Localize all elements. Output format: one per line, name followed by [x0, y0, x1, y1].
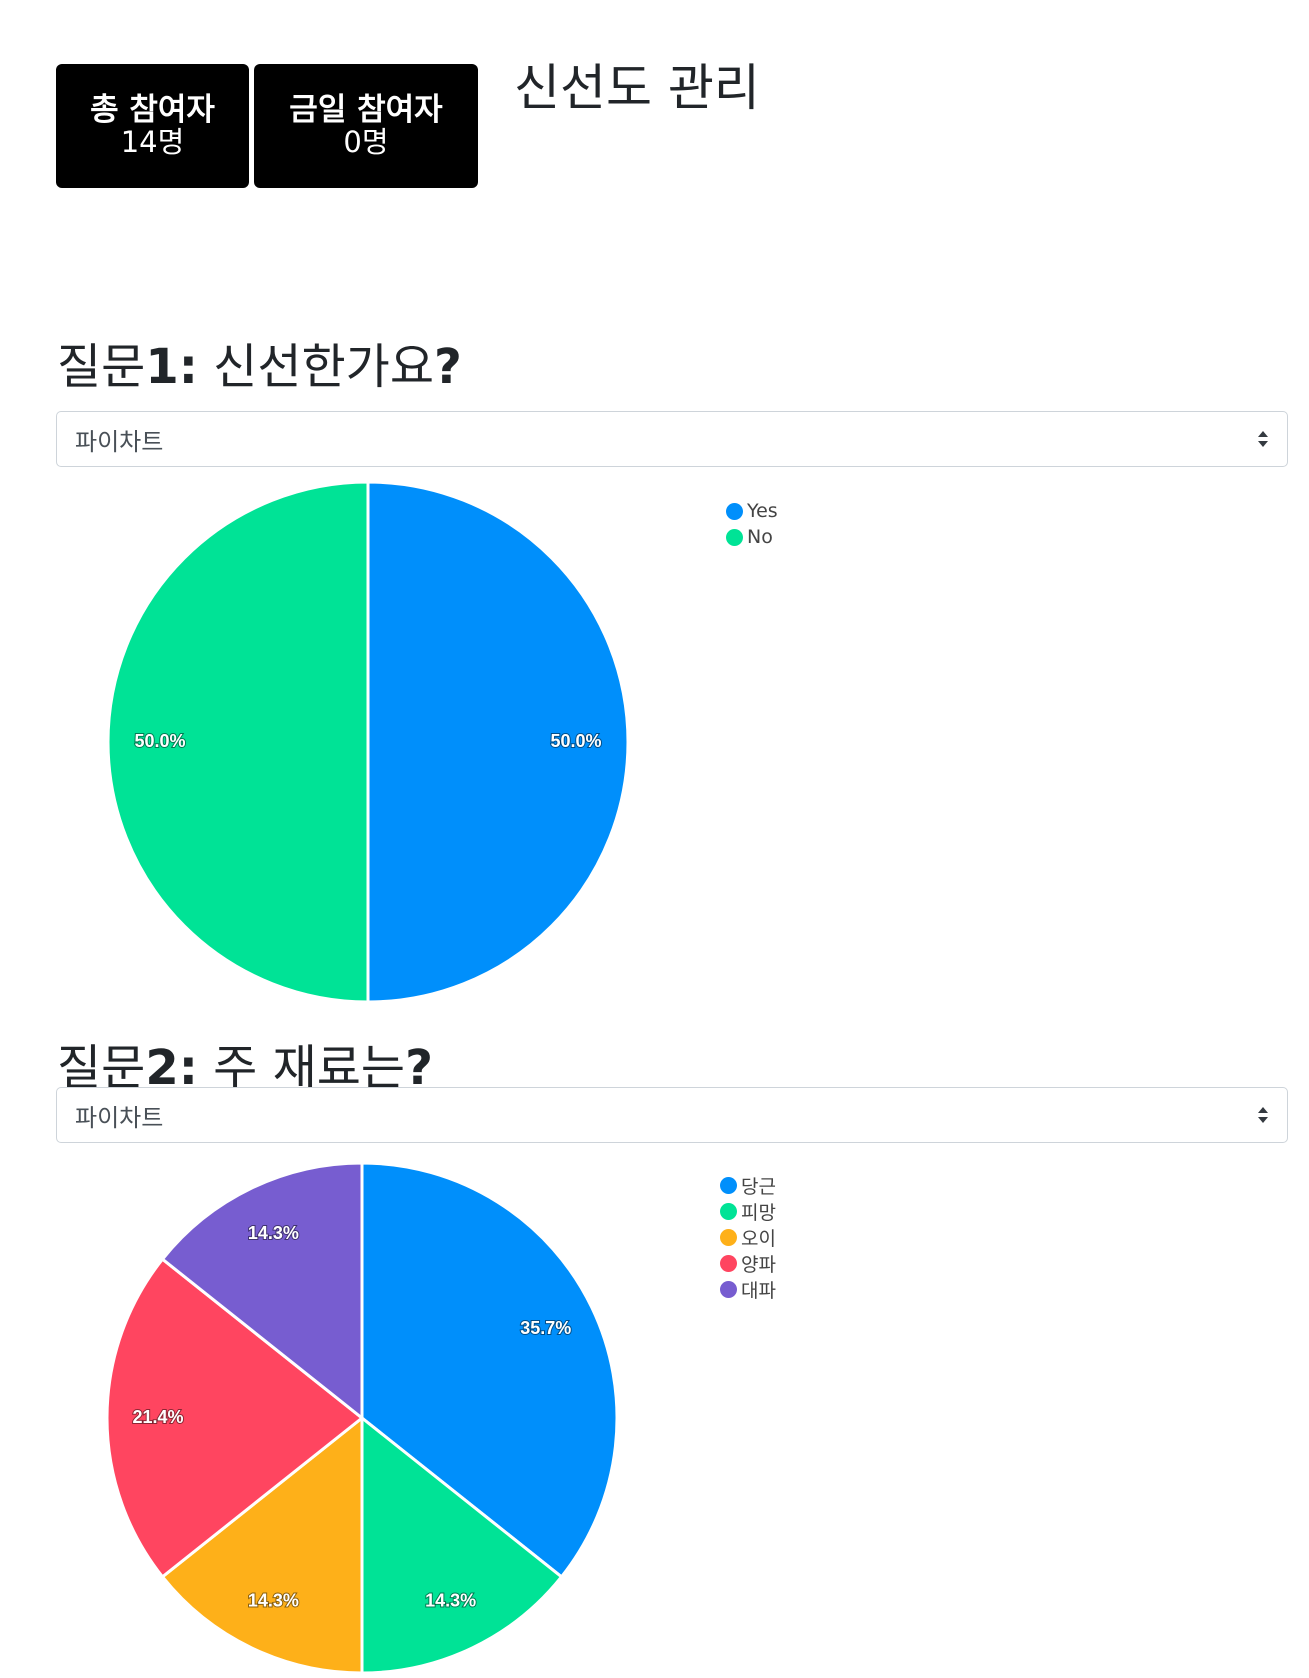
- legend-item[interactable]: 양파: [720, 1250, 776, 1276]
- circle-marker-icon: [720, 1254, 737, 1272]
- question-1-chart-type-select[interactable]: 파이차트: [56, 411, 1288, 467]
- question-2-mark: ?: [405, 1040, 433, 1096]
- circle-marker-icon: [726, 528, 743, 546]
- question-2-title: 질문2: 주 재료는?: [57, 1038, 433, 1098]
- question-2-pie-chart: 35.7% 14.3% 14.3% 21.4% 14.3%: [105, 1161, 619, 1675]
- pie-data-label-2-1: 35.7%: [520, 1318, 571, 1338]
- pie-data-label-1-1: 50.0%: [550, 731, 601, 751]
- legend-item[interactable]: No: [726, 524, 778, 550]
- question-1-title: 질문1: 신선한가요?: [57, 337, 462, 397]
- question-1-chart-type-value: 파이차트: [75, 427, 164, 456]
- pie-data-label-2-2: 14.3%: [425, 1591, 476, 1611]
- question-1-mark: ?: [433, 339, 462, 395]
- question-2-text: 주 재료는: [197, 1040, 406, 1096]
- legend-label: No: [747, 526, 773, 548]
- circle-marker-icon: [726, 502, 743, 520]
- pie-slice-2-5[interactable]: [160, 1161, 364, 1422]
- total-participants-card: 총 참여자 14명: [56, 64, 249, 188]
- page-title: 신선도 관리: [514, 59, 760, 117]
- question-1-prefix: 질문: [57, 339, 146, 395]
- pie-data-label-1-2: 50.0%: [134, 731, 185, 751]
- legend-item[interactable]: 오이: [720, 1224, 776, 1250]
- pie-slice-1-2[interactable]: [106, 482, 370, 1002]
- legend-item[interactable]: 당근: [720, 1172, 776, 1198]
- question-1-number: 1:: [145, 339, 198, 395]
- pie-data-label-2-5: 14.3%: [248, 1223, 299, 1243]
- pie-data-label-2-4: 21.4%: [132, 1407, 183, 1427]
- total-participants-value: 14명: [120, 125, 185, 159]
- question-2-number: 2:: [145, 1040, 198, 1096]
- legend-label: Yes: [747, 500, 778, 522]
- legend-item[interactable]: Yes: [726, 498, 778, 524]
- pie-slice-1-1[interactable]: [366, 482, 630, 1002]
- today-participants-card: 금일 참여자 0명: [254, 64, 478, 188]
- total-participants-label: 총 참여자: [90, 92, 215, 128]
- today-participants-label: 금일 참여자: [289, 92, 443, 128]
- question-2-chart-type-select[interactable]: 파이차트: [56, 1087, 1288, 1143]
- pie-data-label-2-3: 14.3%: [248, 1591, 299, 1611]
- question-2-prefix: 질문: [57, 1040, 146, 1096]
- legend-item[interactable]: 피망: [720, 1198, 776, 1224]
- pie-slice-2-4[interactable]: [105, 1257, 365, 1579]
- question-1-legend: Yes No: [726, 498, 778, 550]
- circle-marker-icon: [720, 1280, 737, 1298]
- today-participants-value: 0명: [343, 125, 389, 159]
- legend-label: 피망: [741, 1201, 776, 1224]
- question-1-pie-chart: 50.0% 50.0%: [106, 482, 630, 1002]
- legend-label: 대파: [741, 1279, 776, 1302]
- circle-marker-icon: [720, 1176, 737, 1194]
- legend-item[interactable]: 대파: [720, 1276, 776, 1302]
- circle-marker-icon: [720, 1228, 737, 1246]
- sort-arrows-icon: [1258, 1107, 1268, 1123]
- question-1-text: 신선한가요: [197, 339, 434, 395]
- pie-slice-2-1[interactable]: [360, 1161, 619, 1579]
- sort-arrows-icon: [1258, 431, 1268, 447]
- question-2-chart-type-value: 파이차트: [75, 1103, 164, 1132]
- legend-label: 양파: [741, 1253, 776, 1276]
- legend-label: 당근: [741, 1175, 776, 1198]
- circle-marker-icon: [720, 1202, 737, 1220]
- legend-label: 오이: [741, 1227, 776, 1250]
